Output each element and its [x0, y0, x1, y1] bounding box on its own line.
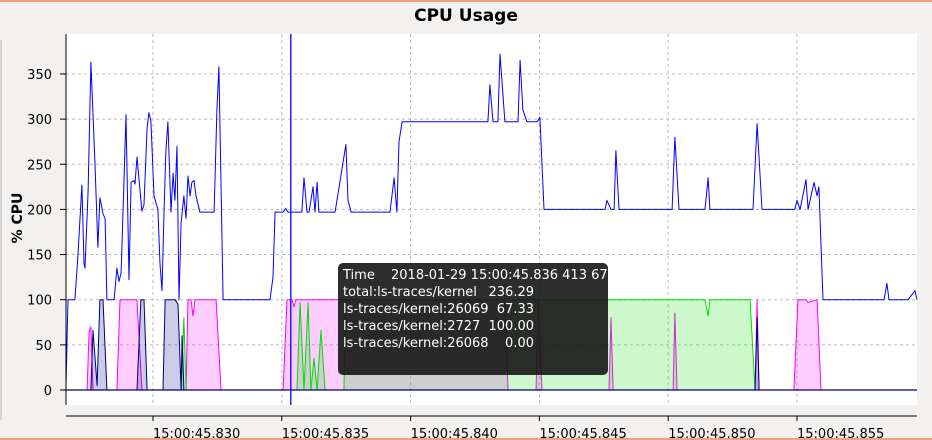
tooltip-time-value: 2018-01-29 15:00:45.836 413 670 — [391, 268, 616, 283]
y-tick-label: 0 — [44, 384, 52, 399]
chart-title: CPU Usage — [414, 6, 518, 26]
tooltip-row-label: ls-traces/kernel:26068 — [343, 336, 489, 351]
y-tick-label: 100 — [27, 294, 52, 309]
y-tick-label: 200 — [27, 203, 52, 218]
tooltip-row-value: 100.00 — [488, 319, 535, 334]
x-tick-label: 15:00:45.855 — [797, 427, 884, 440]
tooltip-row-label: ls-traces/kernel:26069 — [343, 302, 489, 317]
tooltip-row-label: ls-traces/kernel:2727 — [343, 319, 481, 334]
x-tick-label: 15:00:45.850 — [668, 427, 755, 440]
series-line-total-ls-traces-kernel — [65, 53, 918, 391]
y-tick-label: 250 — [27, 158, 52, 173]
x-tick-label: 15:00:45.840 — [411, 427, 498, 440]
window-border-bottom — [0, 438, 932, 440]
x-tick-label: 15:00:45.835 — [282, 427, 369, 440]
y-tick-label: 300 — [27, 113, 52, 128]
y-tick-label: 50 — [35, 339, 52, 354]
tooltip-row-value: 236.29 — [488, 285, 535, 300]
x-tick-label: 15:00:45.845 — [539, 427, 626, 440]
tooltip-row-value: 0.00 — [505, 336, 534, 351]
y-tick-label: 150 — [27, 249, 52, 264]
tooltip-time-label: Time — [343, 268, 375, 283]
tooltip: Time 2018-01-29 15:00:45.836 413 670 tot… — [338, 263, 616, 375]
x-tick-label: 15:00:45.830 — [153, 427, 240, 440]
window-border-top — [0, 0, 932, 2]
tooltip-row-label: total:ls-traces/kernel — [343, 285, 477, 300]
left-panel-edge — [0, 40, 2, 420]
y-tick-label: 350 — [27, 68, 52, 83]
tooltip-row-value: 67.33 — [496, 302, 534, 317]
